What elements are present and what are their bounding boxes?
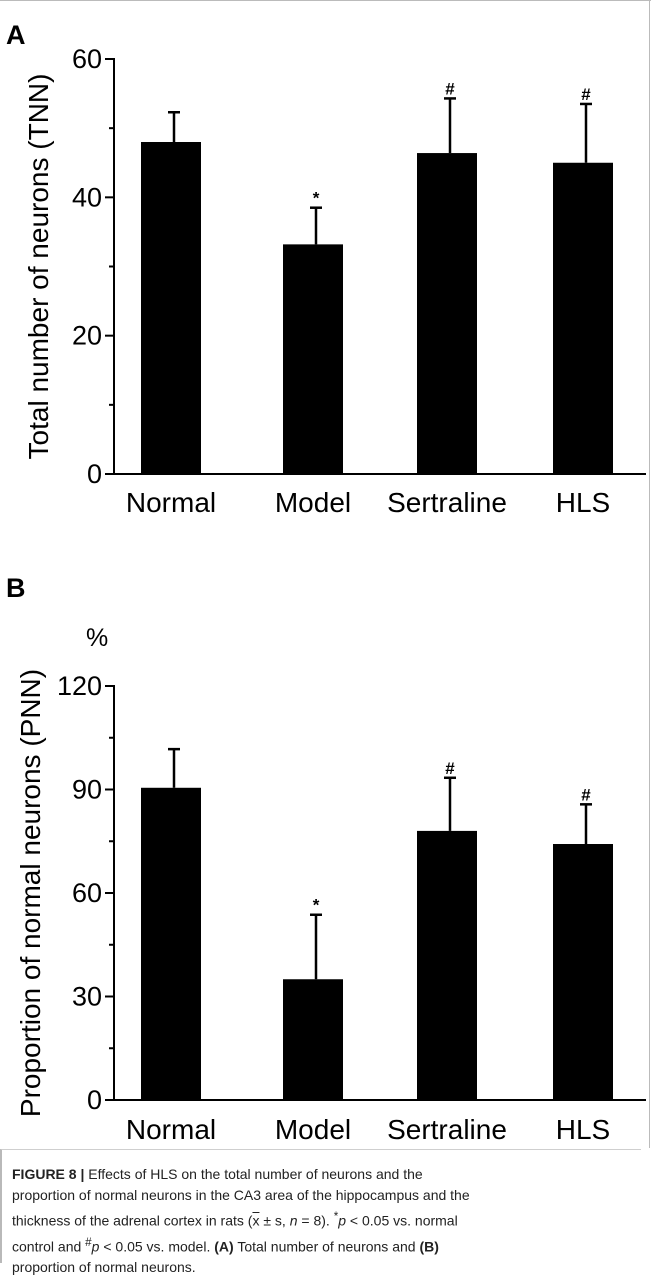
charta-y-tick-label: 60 [72, 44, 102, 74]
charta-bar-model [283, 244, 343, 474]
chartb-category-label-model: Model [275, 1114, 351, 1145]
charta-y-tick-label: 40 [72, 182, 102, 212]
figure-caption: FIGURE 8 | Effects of HLS on the total n… [0, 1149, 641, 1275]
caption-line3c: = 8). [297, 1212, 334, 1229]
caption-line1: Effects of HLS on the total number of ne… [88, 1166, 423, 1182]
caption-line4a: control and [12, 1238, 86, 1255]
charta-panel-label: A [6, 20, 26, 50]
chartb-category-label-hls: HLS [556, 1114, 610, 1145]
charta-bar-normal [141, 142, 201, 474]
figure-border-top [0, 0, 651, 1]
charta-category-label-hls: HLS [556, 487, 610, 518]
charta-category-label-normal: Normal [126, 487, 216, 518]
caption-ref-b: (B) [419, 1238, 439, 1255]
charta-significance-model: * [313, 189, 320, 208]
caption-figure-label: FIGURE 8 | [12, 1166, 85, 1182]
caption-hash: # [85, 1235, 92, 1249]
chartb-significance-model: * [313, 896, 320, 915]
charta-significance-hls: # [581, 85, 591, 104]
charta-category-label-model: Model [275, 487, 351, 518]
caption-line3d: < 0.05 vs. normal [346, 1212, 458, 1229]
charta-significance-sertraline: # [445, 79, 455, 98]
caption-line3b: ± s, [259, 1212, 290, 1229]
chartb-significance-hls: # [581, 785, 591, 804]
chartb-panel-label: B [6, 573, 26, 603]
charta-y-tick-label: 20 [72, 321, 102, 351]
chartb-y-axis-title: Proportion of normal neurons (PNN) [15, 669, 46, 1117]
chartb-bar-hls [553, 844, 613, 1100]
caption-line4b: < 0.05 vs. model. [99, 1238, 215, 1255]
caption-p2: p [91, 1238, 100, 1255]
chartb-y-tick-label: 60 [72, 878, 102, 908]
chartb-bar-normal [141, 787, 201, 1100]
charta-bar-hls [553, 162, 613, 474]
chartb-bar-sertraline [417, 830, 477, 1100]
caption-ref-a: (A) [214, 1238, 234, 1255]
chartb-category-label-sertraline: Sertraline [387, 1114, 507, 1145]
chartb-y-tick-label: 0 [87, 1085, 102, 1115]
chartb-category-label-normal: Normal [126, 1114, 216, 1145]
chartb-y-tick-label: 120 [57, 671, 102, 701]
caption-line5: proportion of normal neurons. [12, 1259, 196, 1276]
chartb-significance-sertraline: # [445, 759, 455, 778]
chartb-bar-model [283, 979, 343, 1100]
caption-p1: p [338, 1212, 347, 1229]
chart-panel-b: B Proportion of normal neurons (PNN)% 0 30 6… [6, 573, 646, 1145]
chartb-unit-label: % [86, 624, 108, 652]
caption-line2: proportion of normal neurons in the CA3 … [12, 1187, 470, 1203]
caption-xbar: x [252, 1212, 260, 1229]
charta-bar-sertraline [417, 153, 477, 475]
caption-star: * [333, 1210, 339, 1223]
caption-line4c: Total number of neurons and [233, 1238, 420, 1255]
figure-border-right [649, 0, 650, 1148]
charta-category-label-sertraline: Sertraline [387, 487, 507, 518]
chart-panel-a: A Total number of neurons (TNN) 0 20 40 60 Nor… [6, 20, 646, 518]
charta-y-axis-title: Total number of neurons (TNN) [23, 74, 54, 460]
charta-y-tick-label: 0 [87, 459, 102, 489]
caption-line3a: thickness of the adrenal cortex in rats … [12, 1212, 253, 1229]
chartb-y-tick-label: 30 [72, 982, 102, 1012]
chartb-y-tick-label: 90 [72, 775, 102, 805]
caption-n: n [289, 1212, 298, 1229]
